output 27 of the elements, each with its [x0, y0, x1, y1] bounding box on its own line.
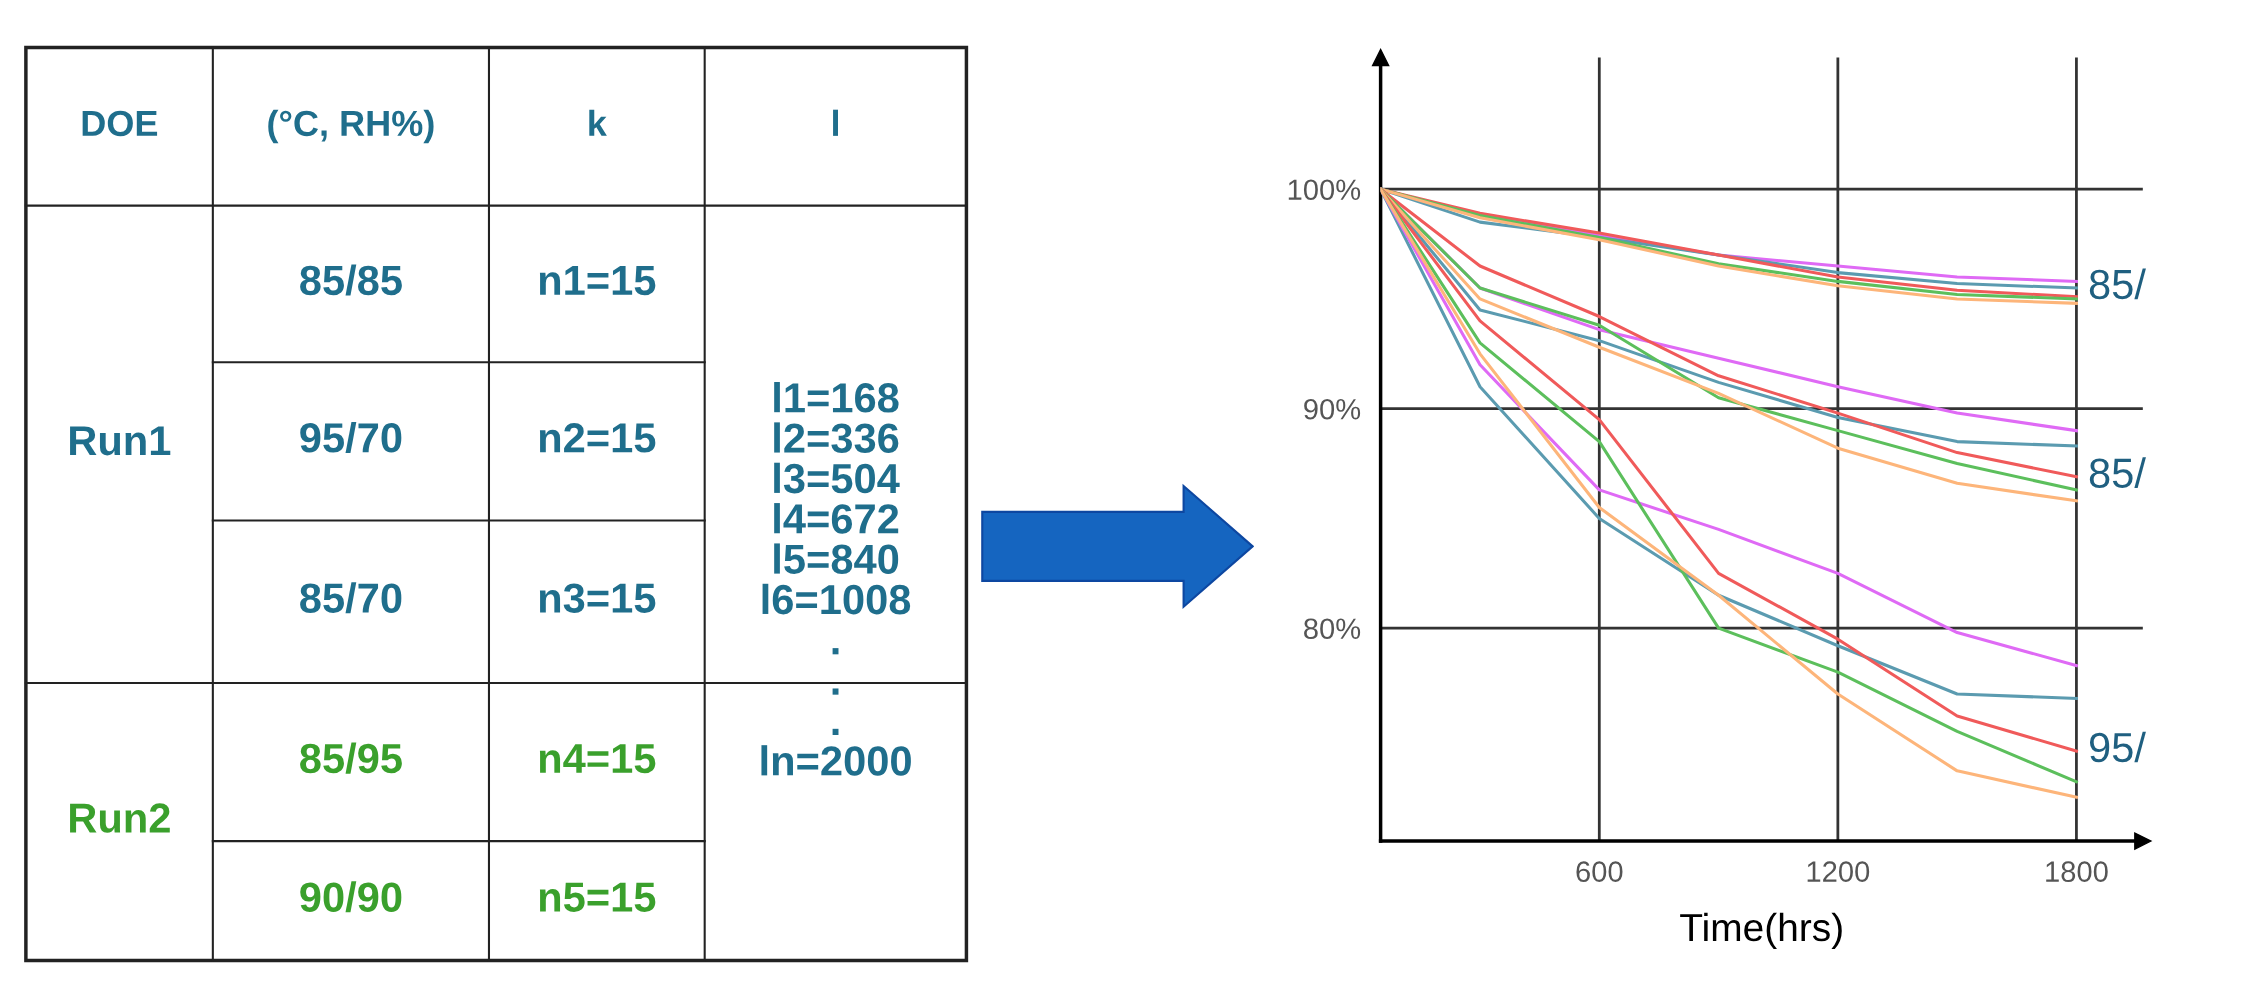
text: Run2: [70, 803, 170, 833]
x-tick-label: 1200: [1807, 861, 1870, 882]
text: n2=15: [539, 423, 656, 453]
y-tick-label: 80%: [1304, 618, 1361, 640]
y-tick-label: 100%: [1288, 179, 1361, 201]
text: 85/85: [300, 264, 402, 296]
text: n5=15: [539, 882, 656, 912]
text: 85/70: [300, 582, 402, 614]
text: l1=168 l2=336 l3=504 l4=672 l5=840 l6=1008 . . . ln=2000: [761, 382, 911, 776]
text: n3=15: [539, 583, 656, 613]
text: (°C, RH%): [268, 109, 434, 144]
series-label: 85/: [2089, 268, 2146, 300]
y-tick-label: 90%: [1304, 398, 1361, 420]
x-tick-label: 600: [1576, 861, 1623, 882]
text: l: [833, 109, 839, 136]
text: n1=15: [539, 266, 656, 296]
text: 95/70: [300, 421, 402, 453]
text: n4=15: [539, 744, 656, 774]
series-label: 95/: [2089, 731, 2146, 763]
x-axis-title: Time(hrs): [1680, 912, 1842, 949]
text: 90/90: [300, 881, 402, 913]
x-tick-label: 1800: [2046, 861, 2108, 882]
text: k: [589, 109, 607, 136]
text: 85/95: [300, 742, 402, 774]
series-label: 85/: [2089, 457, 2146, 488]
text: Run1: [70, 426, 171, 456]
text: DOE: [82, 110, 158, 137]
